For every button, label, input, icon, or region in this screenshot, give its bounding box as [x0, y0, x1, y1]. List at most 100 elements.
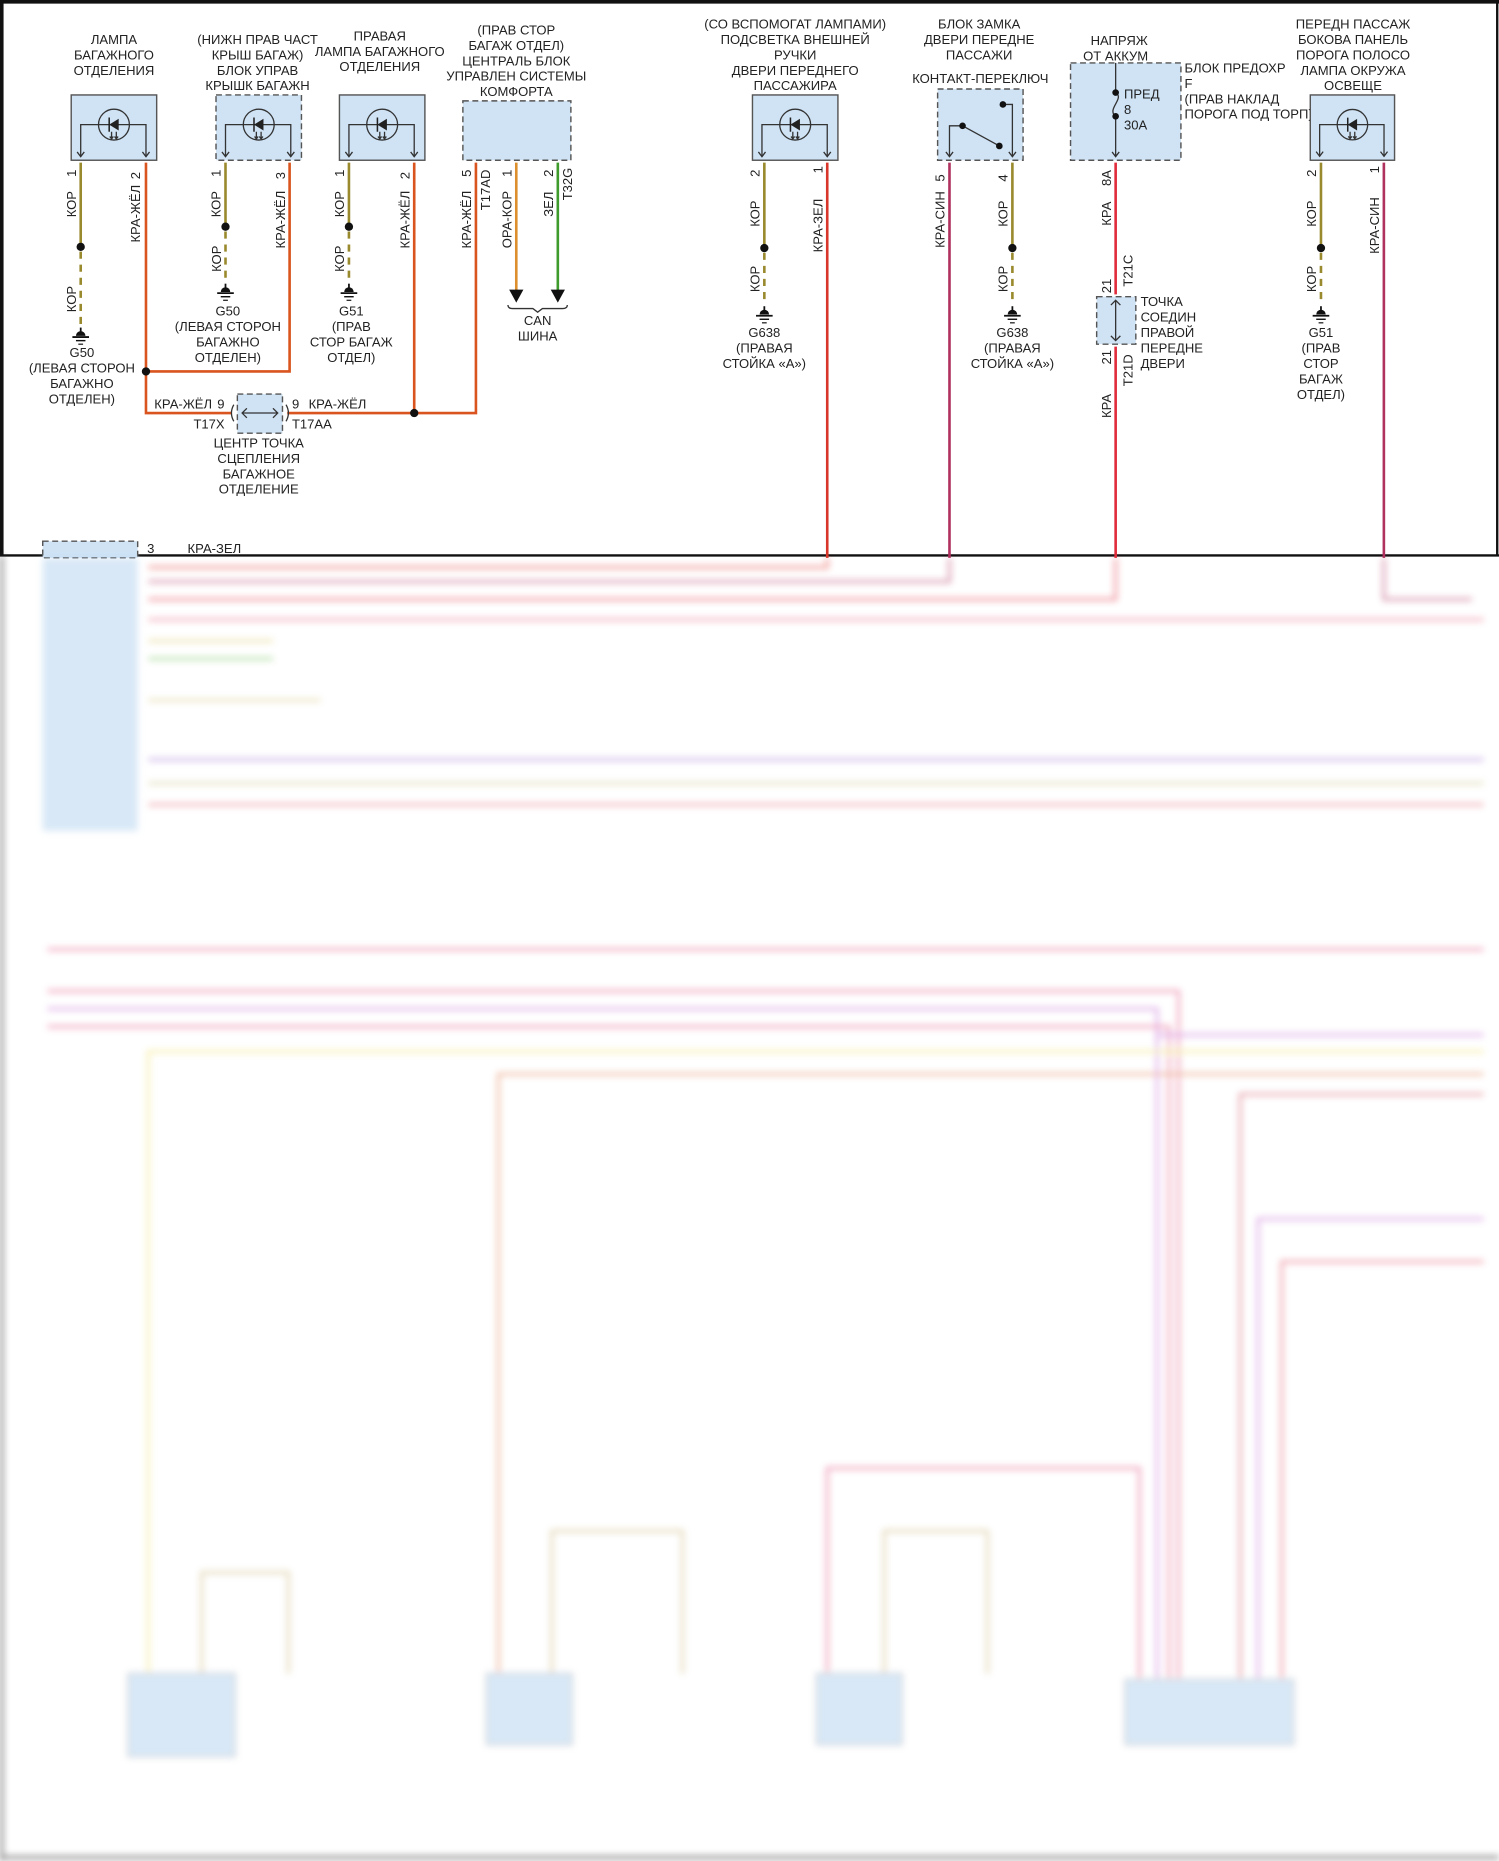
title-line: ПЕРЕДН ПАССАЖ [1296, 16, 1410, 31]
wire-label: КРА-ЖЁЛ [273, 191, 288, 249]
box-label: БЛОК ПРЕДОХР [1184, 60, 1285, 75]
wire-label: ОРА-КОР [500, 191, 515, 249]
double-arrow-icon [241, 407, 279, 419]
connector-id: T17AA [292, 416, 332, 431]
splice-dot [221, 222, 230, 231]
title-line: ПАССАЖИРА [754, 78, 837, 93]
supply-label: ОТ АККУМ [1083, 49, 1148, 64]
title-line: ПЕРЕДНЕ [1141, 341, 1204, 356]
title-line: ДВЕРИ ПЕРЕДНЕГО [732, 63, 859, 78]
ground-icon [71, 326, 90, 346]
arrow-down-icon [550, 289, 565, 303]
ground-desc: БАГАЖ [1299, 371, 1343, 386]
title-line: ЛАМПА ОКРУЖА [1300, 63, 1405, 78]
title-line: ПРАВАЯ [354, 28, 406, 43]
splice-dot [76, 242, 85, 252]
connector-id: T17X [193, 416, 224, 431]
splice-dot [344, 222, 354, 231]
ground-desc: (ПРАВАЯ [984, 341, 1041, 356]
title-line: ПАССАЖИ [946, 47, 1012, 62]
ground-desc: (ЛЕВАЯ СТОРОН [175, 319, 281, 334]
bus-label: ШИНА [518, 329, 558, 344]
pin-label: 1 [1367, 166, 1382, 173]
sill-ambient-lamp[interactable]: ПЕРЕДН ПАССАЖ БОКОВА ПАНЕЛЬ ПОРОГА ПОЛОС… [1296, 16, 1410, 558]
pin-label: 3 [273, 172, 288, 179]
comfort-control-unit[interactable]: (ПРАВ СТОР БАГАЖ ОТДЕЛ) ЦЕНТРАЛЬ БЛОК УП… [446, 22, 586, 343]
blurred-lower-diagram [0, 555, 1499, 1861]
title-line: РУЧКИ [774, 47, 816, 62]
wire-label: КРА [1099, 394, 1114, 418]
fuse-box[interactable]: НАПРЯЖ ОТ АККУМ ПРЕД 8 30А БЛОК ПРЕДОХР … [1069, 33, 1313, 295]
ground-icon [755, 305, 774, 324]
ground-desc: ОТДЕЛЕН) [195, 350, 261, 365]
door-handle-lamp[interactable]: (СО ВСПОМОГАТ ЛАМПАМИ) ПОДСВЕТКА ВНЕШНЕЙ… [704, 16, 886, 558]
right-trunk-lamp[interactable]: ПРАВАЯ ЛАМПА БАГАЖНОГО ОТДЕЛЕНИЯ 1 2 КОР… [310, 28, 445, 365]
door-control-module[interactable]: 3 КРА-ЗЕЛ [42, 540, 242, 559]
wire-label: КОР [748, 265, 763, 292]
fuse-label: ПРЕД [1124, 87, 1160, 102]
splice-dot [141, 367, 151, 376]
pin-label: 9 [292, 396, 299, 411]
pin-label: 1 [64, 170, 79, 177]
title-line: ПРАВОЙ [1141, 325, 1195, 340]
pin-label: 3 [147, 541, 154, 556]
ground-desc: БАГАЖНО [196, 335, 260, 350]
pin-label: 2 [397, 172, 412, 179]
ground-desc: СТОЙКА «А») [971, 356, 1054, 371]
wire-kra-zhel[interactable] [144, 162, 232, 415]
trunk-connection-point[interactable]: КРА-ЖЁЛ 9 T17X 9 КРА-ЖЁЛ T17AA ЦЕНТР ТОЧ… [154, 393, 367, 497]
switch-icon [945, 101, 1017, 158]
ground-desc: ОТДЕЛЕН) [49, 392, 115, 407]
ground-icon [339, 282, 359, 302]
splice-dot [1316, 243, 1326, 253]
title-line: БОКОВА ПАНЕЛЬ [1298, 32, 1408, 47]
title-line: ПОДСВЕТКА ВНЕШНЕЙ [721, 32, 870, 47]
ground-desc: (ЛЕВАЯ СТОРОН [29, 361, 135, 376]
wire-kra-zhel[interactable] [145, 162, 291, 373]
title-line: ЦЕНТРАЛЬ БЛОК [462, 53, 571, 68]
connector-id: T32G [560, 168, 575, 201]
ground-desc: СТОР [1303, 356, 1339, 371]
double-arrow-icon [1110, 299, 1121, 342]
pin-label: 8A [1099, 170, 1114, 186]
pin-label: 21 [1099, 279, 1114, 294]
title-line: СОЕДИН [1141, 310, 1197, 325]
box-label: ПОРОГА ПОД ТОРП) [1184, 107, 1312, 122]
ground-desc: ОТДЕЛ) [327, 350, 375, 365]
wire-kra-zhel[interactable] [287, 162, 478, 415]
connector-id: T21C [1120, 255, 1135, 287]
title-line: СЦЕПЛЕНИЯ [217, 451, 300, 466]
wire-label: КОР [64, 286, 79, 313]
wire-label: КРА-ЗЕЛ [810, 199, 825, 253]
ground-id: G51 [339, 304, 364, 319]
wire-label: КРА-ЗЕЛ [188, 541, 242, 556]
ground-id: G638 [748, 325, 780, 340]
wire-label: КОР [1304, 265, 1319, 292]
wire-label: КОР [332, 191, 347, 218]
wire-label: КОР [996, 200, 1011, 227]
arrow-down-icon [509, 289, 524, 303]
splice-dot [760, 243, 769, 253]
wire-label: КОР [64, 191, 79, 218]
pin-label: 1 [332, 170, 347, 177]
title-line: ДВЕРИ ПЕРЕДНЕ [924, 32, 1035, 47]
trunk-lamp[interactable]: ЛАМПА БАГАЖНОГО ОТДЕЛЕНИЯ 1 2 КОР КРА-ЖЁ… [29, 32, 158, 407]
trunk-lid-control-unit[interactable]: (НИЖН ПРАВ ЧАСТ КРЫШ БАГАЖ) БЛОК УПРАВ К… [175, 32, 318, 365]
title-line: ЦЕНТР ТОЧКА [214, 435, 305, 450]
title-line: (НИЖН ПРАВ ЧАСТ [197, 32, 318, 47]
wire-label: КРА-ЖЁЛ [309, 396, 367, 411]
right-front-door-connection-point[interactable]: 21 T21C 21 T21D ТОЧКА СОЕДИН ПРАВОЙ ПЕРЕ… [1095, 255, 1204, 558]
fuse-rating: 30А [1124, 117, 1148, 132]
box-label: (ПРАВ НАКЛАД [1184, 91, 1279, 106]
title-line: БЛОК УПРАВ [217, 63, 299, 78]
ground-id: G638 [996, 325, 1028, 340]
frame [0, 0, 1499, 557]
door-lock-unit[interactable]: БЛОК ЗАМКА ДВЕРИ ПЕРЕДНЕ ПАССАЖИ КОНТАКТ… [912, 16, 1054, 558]
component-box [1069, 62, 1182, 161]
ground-desc: ОТДЕЛ) [1297, 387, 1345, 402]
title-line: ОТДЕЛЕНИЯ [339, 59, 420, 74]
ground-id: G50 [216, 304, 241, 319]
wire-label: ЗЕЛ [541, 192, 556, 217]
splice-dot [1008, 243, 1017, 253]
